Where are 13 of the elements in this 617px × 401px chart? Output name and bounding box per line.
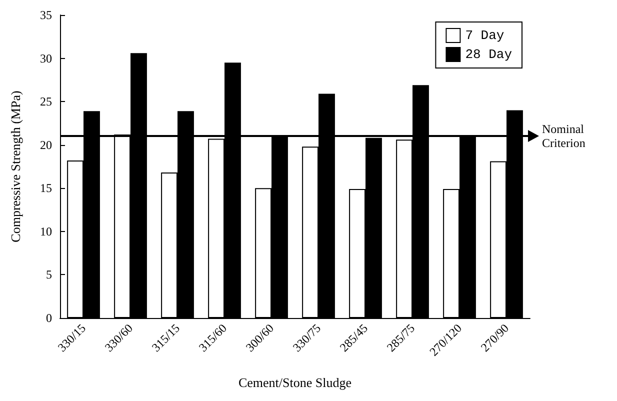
y-tick-label: 0: [46, 311, 52, 325]
y-axis-title: Compressive Strength (MPa): [8, 90, 23, 242]
y-tick-label: 20: [40, 138, 52, 152]
x-axis-title: Cement/Stone Sludge: [238, 375, 352, 390]
y-tick-label: 30: [40, 51, 52, 66]
legend-label: 7 Day: [465, 28, 504, 43]
y-tick-label: 5: [46, 268, 52, 282]
ref-line-label: Nominal Criterion: [542, 122, 587, 150]
y-tick-label: 10: [40, 224, 52, 238]
legend-label: 28 Day: [465, 47, 512, 62]
y-tick-label: 15: [40, 181, 52, 196]
y-tick-label: 25: [40, 94, 52, 109]
y-tick-label: 35: [40, 8, 52, 22]
